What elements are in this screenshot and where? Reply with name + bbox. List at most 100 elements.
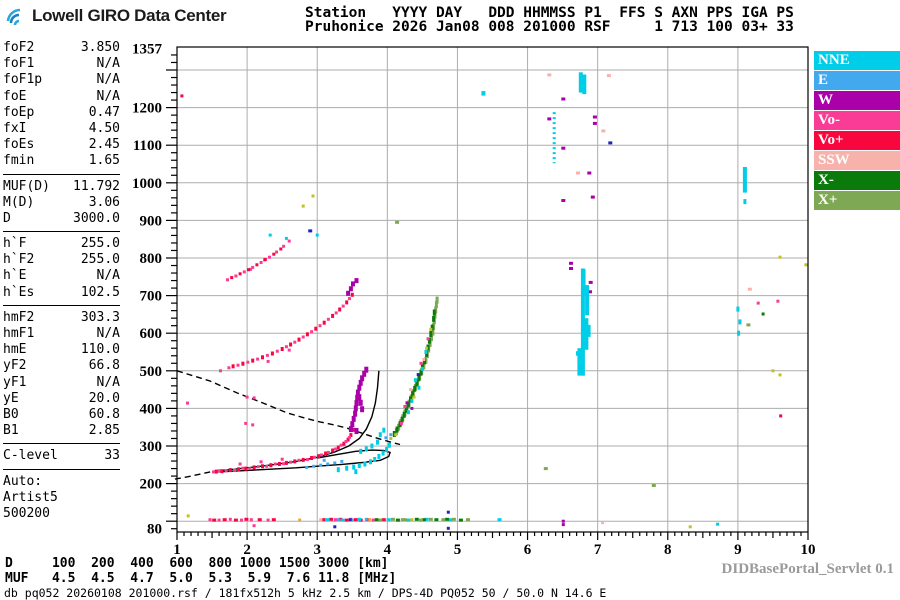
param-label: fmin — [3, 153, 35, 169]
param-row: h`E N/A — [3, 268, 120, 284]
datapoint-f2-purple — [346, 290, 351, 296]
datapoint-band-xminus — [411, 391, 415, 398]
datapoint-f2-pink — [287, 348, 291, 352]
station-header-line1: Station YYYY DAY DDD HHMMSS P1 FFS S AXN… — [305, 5, 794, 21]
datapoint-f3-pink — [249, 267, 253, 271]
datapoint-f1-otrace-pink — [305, 458, 309, 461]
datapoint-es-pink — [240, 518, 243, 522]
datapoint-f2-red — [305, 332, 309, 337]
param-row: h`F2 255.0 — [3, 252, 120, 268]
datapoint-f1-otrace-pink — [282, 462, 286, 466]
param-row: yE 20.0 — [3, 391, 120, 407]
param-row: yF2 66.8 — [3, 358, 120, 374]
datapoint-band-mix-pink — [426, 337, 430, 341]
datapoint-upper-salmon — [576, 171, 580, 175]
datapoint-f2-pink — [275, 349, 279, 353]
datapoint-right-olive — [771, 369, 775, 373]
y-tick-label: 1000 — [132, 176, 162, 192]
param-label: D — [3, 210, 11, 226]
param-label: h`E — [3, 268, 27, 284]
param-value: 66.8 — [88, 358, 120, 374]
datapoint-f1-xtrace-blue — [305, 465, 309, 469]
datapoint-es-blue — [350, 518, 354, 522]
datapoint-stray-lgreen — [395, 220, 400, 224]
datapoint-right-cyan — [738, 319, 742, 325]
y-tick-label: 400 — [140, 401, 163, 417]
datapoint-f2-red — [231, 364, 235, 369]
datapoint-f2-pink — [326, 317, 330, 321]
datapoint-es-red — [329, 517, 334, 521]
y-tick-label: 300 — [140, 439, 163, 455]
datapoint-band-xminus — [395, 426, 399, 433]
curve-calculated-trace-dashed — [176, 370, 401, 446]
datapoint-f1-otrace-red — [342, 441, 346, 446]
datapoint-f1-xtrace-cyan — [378, 432, 382, 438]
datapoint-band-mix-purple — [405, 401, 409, 405]
datapoint-f1-otrace-pink — [241, 466, 245, 470]
datapoint-upper-salmon — [606, 74, 611, 78]
datapoint-upper-purple — [561, 97, 566, 101]
datapoint-es-navy — [348, 518, 352, 522]
databar-nne-multireflection — [577, 348, 582, 376]
datapoint-f2-purple — [354, 278, 359, 284]
param-label: yF1 — [3, 374, 27, 390]
legend: NNE E W Vo- Vo+ SSW X- X+ — [814, 51, 900, 211]
datapoint-f1-otrace-pink — [256, 465, 260, 469]
datapoint-f3-pink — [226, 278, 229, 282]
datapoint-es-dgreen — [434, 518, 439, 522]
datapoint-f1-top-purple — [360, 406, 365, 413]
datapoint-f1-xtrace-blue — [333, 461, 337, 465]
datapoint-es-cyan — [340, 518, 345, 522]
legend-item-x+: X+ — [814, 191, 900, 210]
datapoint-f1-xtrace-blue — [322, 458, 326, 462]
datapoint-f1-top-purple — [358, 379, 363, 386]
datapoint-es-pink — [266, 518, 270, 522]
curve-dashed-start-segment — [174, 470, 214, 480]
param-value: N/A — [96, 72, 120, 88]
datapoint-f1-xtrace-cyan — [364, 446, 368, 452]
datapoint-es-lgreen — [378, 518, 383, 522]
param-label: C-level — [3, 448, 58, 464]
datapoint-band-mix-olive — [412, 395, 416, 399]
param-row: foEs 2.45 — [3, 137, 120, 153]
datapoint-f1-xtrace-cyan — [377, 454, 381, 459]
datapoint-f1-otrace-red — [346, 437, 350, 442]
param-value: 1.65 — [88, 153, 120, 169]
datapoint-es-salmon — [601, 521, 605, 525]
datapoint-f2-pink — [310, 330, 314, 334]
datapoint-band-mix-olive — [429, 327, 433, 331]
datapoint-es-cyan — [424, 517, 429, 521]
datapoint-upper-purple — [588, 290, 592, 294]
y-tick-label: 600 — [140, 326, 163, 342]
datapoint-es-blue — [336, 518, 340, 522]
datapoint-f3-pink — [287, 239, 291, 243]
param-row: Artist5 — [3, 490, 120, 506]
y-tick-label: 200 — [140, 477, 163, 493]
datapoint-es-red — [338, 517, 343, 521]
datapoint-f1-xtrace-blue — [326, 462, 330, 466]
datapoint-f1-otrace-pink — [245, 395, 249, 399]
datapoint-es-lgreen — [466, 518, 470, 522]
param-value: N/A — [96, 88, 120, 104]
datapoint-f2-red — [350, 292, 354, 297]
param-row: foF2 3.850 — [3, 40, 120, 56]
param-label: yF2 — [3, 358, 27, 374]
datapoint-f1-otrace-red — [317, 454, 321, 459]
datapoint-es-cyan — [325, 518, 329, 522]
x-tick-label: 9 — [734, 542, 742, 558]
datapoint-upper-purple — [587, 171, 592, 175]
datapoint-f1-top-purple — [364, 366, 369, 373]
datapoint-es-dgreen — [414, 517, 419, 521]
datapoint-f1-otrace-pink — [319, 453, 323, 457]
datapoint-es-lgreen — [400, 518, 405, 522]
datapoint-f2-pink — [236, 363, 240, 367]
param-row: hmE 110.0 — [3, 342, 120, 358]
param-row: MUF(D) 11.792 — [3, 179, 120, 195]
y-tick-label: 800 — [140, 251, 163, 267]
x-tick-label: 1 — [173, 542, 181, 558]
datapoint-es-pink — [249, 518, 253, 522]
datapoint-f2-red — [345, 300, 349, 305]
x-tick-label: 10 — [801, 542, 816, 558]
datapoint-es-dgreen — [458, 518, 463, 522]
